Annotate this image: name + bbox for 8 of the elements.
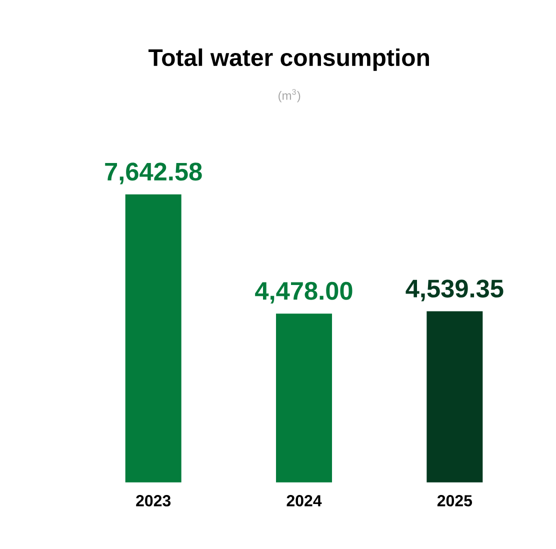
chart-title: Total water consumption [148, 48, 429, 71]
x-tick-label: 2025 [437, 495, 472, 506]
data-label: 7,642.58 [105, 162, 202, 184]
chart-subtitle: (m$^{3}$) [278, 89, 300, 102]
data-label: 4,478.00 [255, 282, 352, 304]
data-label: 4,539.35 [406, 280, 504, 302]
x-tick-label: 2023 [136, 495, 171, 506]
x-tick-label: 2024 [286, 495, 322, 506]
